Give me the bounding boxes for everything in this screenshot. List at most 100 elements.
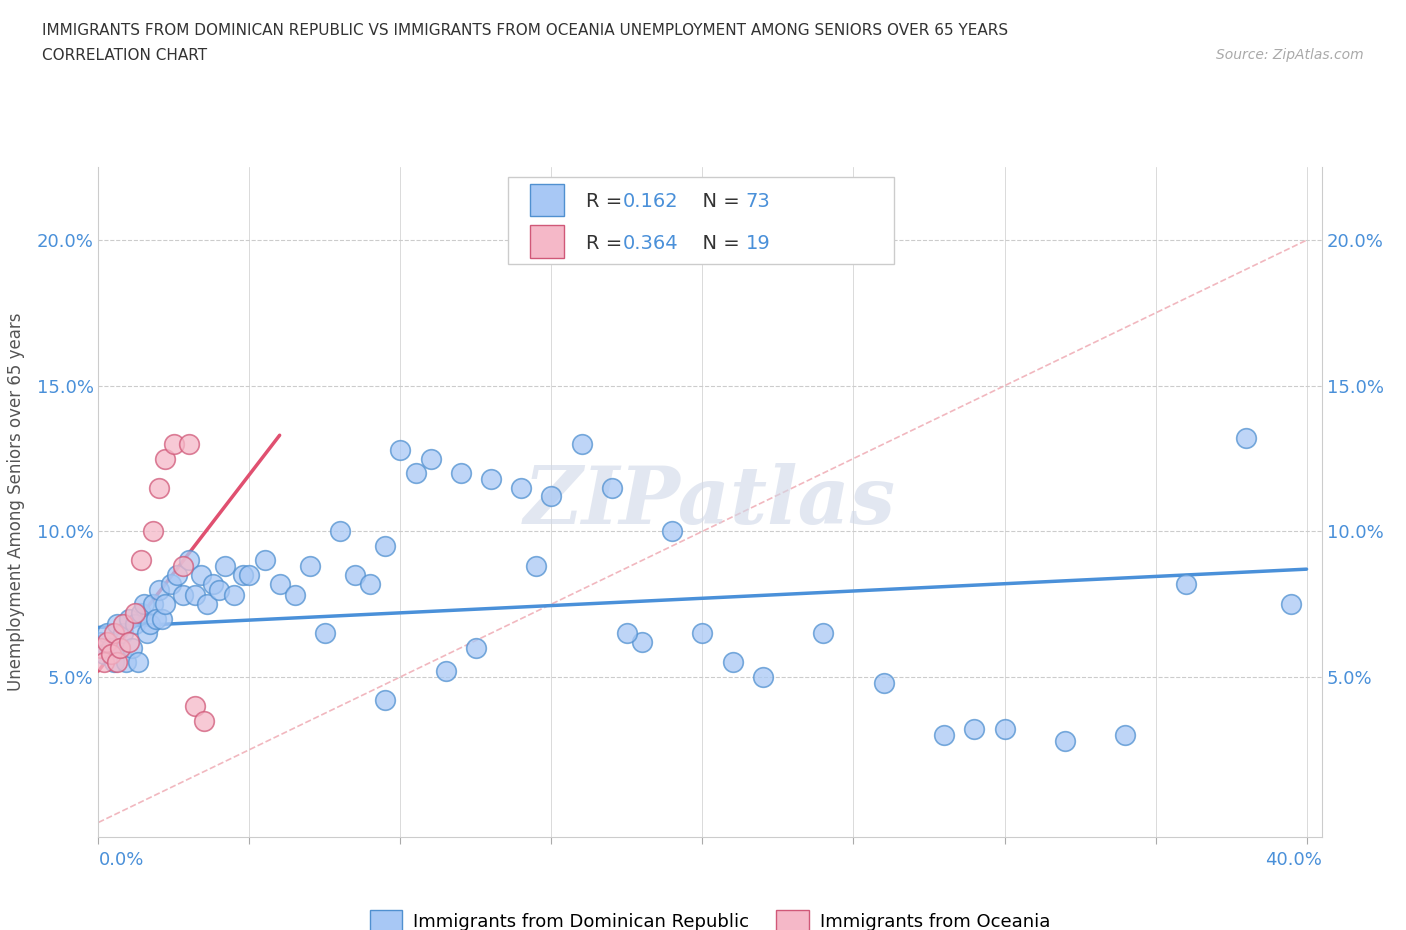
Point xyxy=(177,553,200,568)
Point xyxy=(117,634,139,649)
Point xyxy=(374,693,396,708)
Point xyxy=(190,567,212,582)
Legend: Immigrants from Dominican Republic, Immigrants from Oceania: Immigrants from Dominican Republic, Immi… xyxy=(370,910,1050,930)
Point xyxy=(193,713,215,728)
Text: 0.364: 0.364 xyxy=(623,234,679,253)
Point xyxy=(105,655,128,670)
Point xyxy=(166,567,188,582)
Point xyxy=(616,626,638,641)
Point xyxy=(284,588,307,603)
Point xyxy=(90,641,112,656)
Point xyxy=(93,655,115,670)
Point xyxy=(153,451,176,466)
Point xyxy=(465,641,488,656)
Point xyxy=(111,626,134,641)
Point xyxy=(813,626,835,641)
Text: Source: ZipAtlas.com: Source: ZipAtlas.com xyxy=(1216,48,1364,62)
Point xyxy=(103,655,125,670)
Point xyxy=(96,626,118,641)
Point xyxy=(298,559,321,574)
Point xyxy=(132,597,155,612)
Point xyxy=(524,559,547,574)
Point xyxy=(105,617,128,631)
Point xyxy=(434,664,457,679)
Point xyxy=(103,626,125,641)
Point xyxy=(1281,597,1303,612)
Text: 0.162: 0.162 xyxy=(623,193,679,211)
Point xyxy=(127,655,149,670)
Point xyxy=(510,480,533,495)
Point xyxy=(117,611,139,626)
Point xyxy=(148,582,170,597)
Point xyxy=(232,567,254,582)
Point xyxy=(1053,734,1076,749)
FancyBboxPatch shape xyxy=(508,178,894,264)
Point xyxy=(344,567,367,582)
Point xyxy=(184,588,207,603)
Point xyxy=(108,641,131,656)
Point xyxy=(405,466,427,481)
Text: 73: 73 xyxy=(745,193,770,211)
Point xyxy=(114,655,136,670)
Point xyxy=(150,611,173,626)
Point xyxy=(177,436,200,451)
Point xyxy=(374,538,396,553)
Point xyxy=(163,436,186,451)
Point xyxy=(129,553,152,568)
Point xyxy=(202,577,225,591)
Point xyxy=(139,617,162,631)
Text: CORRELATION CHART: CORRELATION CHART xyxy=(42,48,207,63)
Point xyxy=(160,577,183,591)
Point xyxy=(208,582,231,597)
Point xyxy=(269,577,291,591)
Point xyxy=(195,597,218,612)
Point xyxy=(142,597,165,612)
Text: R =: R = xyxy=(586,193,628,211)
Point xyxy=(661,524,683,538)
Point xyxy=(873,675,896,690)
Point xyxy=(1114,727,1136,742)
Point xyxy=(993,722,1015,737)
FancyBboxPatch shape xyxy=(530,183,564,216)
Point xyxy=(752,670,775,684)
Text: ZIPatlas: ZIPatlas xyxy=(524,463,896,541)
Point xyxy=(145,611,167,626)
Point xyxy=(238,567,260,582)
Y-axis label: Unemployment Among Seniors over 65 years: Unemployment Among Seniors over 65 years xyxy=(7,313,25,691)
Point xyxy=(932,727,955,742)
Point xyxy=(540,489,562,504)
Point xyxy=(124,617,146,631)
Text: 19: 19 xyxy=(745,234,770,253)
Point xyxy=(692,626,714,641)
Point xyxy=(359,577,381,591)
Text: N =: N = xyxy=(690,234,747,253)
Point xyxy=(108,641,131,656)
Point xyxy=(172,559,194,574)
Point xyxy=(631,634,654,649)
Point xyxy=(571,436,593,451)
Point xyxy=(419,451,441,466)
Point xyxy=(721,655,744,670)
Point xyxy=(93,646,115,661)
Point xyxy=(142,524,165,538)
Point xyxy=(253,553,276,568)
Point xyxy=(100,641,122,656)
Point xyxy=(111,617,134,631)
Point xyxy=(329,524,352,538)
Point xyxy=(963,722,986,737)
Point xyxy=(90,634,112,649)
Text: IMMIGRANTS FROM DOMINICAN REPUBLIC VS IMMIGRANTS FROM OCEANIA UNEMPLOYMENT AMONG: IMMIGRANTS FROM DOMINICAN REPUBLIC VS IM… xyxy=(42,23,1008,38)
Point xyxy=(148,480,170,495)
Point xyxy=(214,559,236,574)
Point xyxy=(389,443,412,458)
Point xyxy=(135,626,157,641)
Text: 0.0%: 0.0% xyxy=(98,851,143,870)
Point xyxy=(1234,431,1257,445)
Point xyxy=(184,698,207,713)
Point xyxy=(172,588,194,603)
Point xyxy=(600,480,623,495)
Point xyxy=(224,588,246,603)
Point xyxy=(1174,577,1197,591)
Point xyxy=(124,605,146,620)
Point xyxy=(314,626,336,641)
